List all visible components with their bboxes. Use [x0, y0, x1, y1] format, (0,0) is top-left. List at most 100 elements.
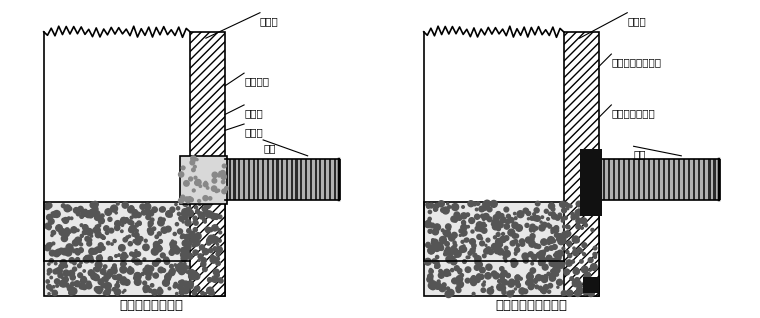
Circle shape — [565, 231, 571, 237]
Circle shape — [209, 236, 216, 243]
Circle shape — [156, 259, 160, 263]
Circle shape — [46, 243, 50, 247]
Circle shape — [589, 269, 591, 271]
Circle shape — [549, 212, 552, 215]
Circle shape — [435, 263, 440, 268]
Circle shape — [188, 273, 195, 280]
Circle shape — [199, 245, 204, 250]
Circle shape — [467, 256, 470, 259]
Circle shape — [575, 281, 581, 287]
Circle shape — [195, 179, 201, 185]
Circle shape — [128, 227, 134, 233]
Circle shape — [540, 258, 543, 262]
Circle shape — [71, 282, 74, 286]
Circle shape — [132, 233, 135, 236]
Circle shape — [429, 245, 435, 251]
Circle shape — [92, 249, 97, 253]
Circle shape — [504, 224, 509, 229]
Circle shape — [461, 273, 464, 277]
Circle shape — [166, 259, 169, 262]
Circle shape — [580, 260, 583, 263]
Circle shape — [432, 284, 437, 288]
Circle shape — [160, 207, 166, 212]
Bar — [233, 159, 236, 200]
Circle shape — [500, 285, 505, 291]
Bar — [663, 159, 665, 200]
Circle shape — [198, 199, 201, 203]
Circle shape — [111, 268, 117, 274]
Circle shape — [188, 269, 195, 276]
Circle shape — [204, 201, 211, 208]
Circle shape — [96, 287, 103, 294]
Circle shape — [215, 190, 218, 193]
Circle shape — [536, 274, 542, 281]
Circle shape — [115, 225, 120, 231]
Circle shape — [90, 209, 97, 216]
Circle shape — [143, 285, 150, 292]
Circle shape — [211, 213, 217, 219]
Circle shape — [520, 242, 524, 246]
Circle shape — [472, 246, 476, 250]
Circle shape — [591, 228, 594, 232]
Circle shape — [549, 203, 555, 209]
Circle shape — [182, 264, 186, 269]
Circle shape — [213, 235, 215, 237]
Circle shape — [481, 288, 486, 292]
Bar — [648, 159, 650, 200]
Circle shape — [461, 224, 467, 231]
Circle shape — [207, 287, 214, 294]
Circle shape — [498, 280, 501, 283]
Circle shape — [198, 212, 203, 217]
Circle shape — [500, 244, 502, 246]
Circle shape — [106, 241, 110, 245]
Circle shape — [183, 263, 186, 265]
Circle shape — [123, 238, 128, 242]
Circle shape — [477, 202, 480, 205]
Circle shape — [477, 262, 483, 267]
Circle shape — [540, 275, 544, 279]
Circle shape — [97, 250, 99, 252]
Circle shape — [177, 284, 183, 290]
Circle shape — [435, 260, 439, 265]
Bar — [638, 159, 640, 200]
Circle shape — [153, 260, 159, 266]
Circle shape — [432, 229, 439, 235]
Circle shape — [554, 226, 559, 230]
Circle shape — [465, 238, 469, 242]
Circle shape — [55, 269, 59, 273]
Circle shape — [470, 239, 475, 245]
Circle shape — [122, 218, 124, 220]
Circle shape — [502, 290, 506, 294]
Bar — [658, 159, 660, 200]
Circle shape — [509, 279, 515, 284]
Circle shape — [434, 224, 441, 231]
Circle shape — [216, 257, 220, 260]
Circle shape — [135, 250, 137, 252]
Circle shape — [84, 225, 87, 227]
Circle shape — [92, 206, 98, 212]
Circle shape — [530, 237, 534, 242]
Circle shape — [90, 210, 93, 212]
Circle shape — [461, 230, 467, 236]
Circle shape — [497, 247, 501, 251]
Circle shape — [76, 212, 80, 216]
Circle shape — [506, 273, 511, 278]
Circle shape — [487, 207, 492, 212]
Circle shape — [556, 252, 560, 255]
Circle shape — [81, 279, 86, 284]
Circle shape — [538, 251, 545, 257]
Circle shape — [187, 253, 193, 259]
Circle shape — [179, 198, 183, 203]
Circle shape — [46, 285, 52, 289]
Circle shape — [120, 218, 127, 224]
Circle shape — [581, 218, 587, 224]
Circle shape — [564, 269, 570, 275]
Circle shape — [72, 240, 79, 246]
Text: 管材: 管材 — [263, 143, 276, 153]
Circle shape — [121, 262, 125, 267]
Circle shape — [135, 238, 138, 242]
Circle shape — [458, 271, 461, 274]
Circle shape — [136, 280, 141, 284]
Circle shape — [471, 230, 474, 233]
Circle shape — [85, 238, 88, 241]
